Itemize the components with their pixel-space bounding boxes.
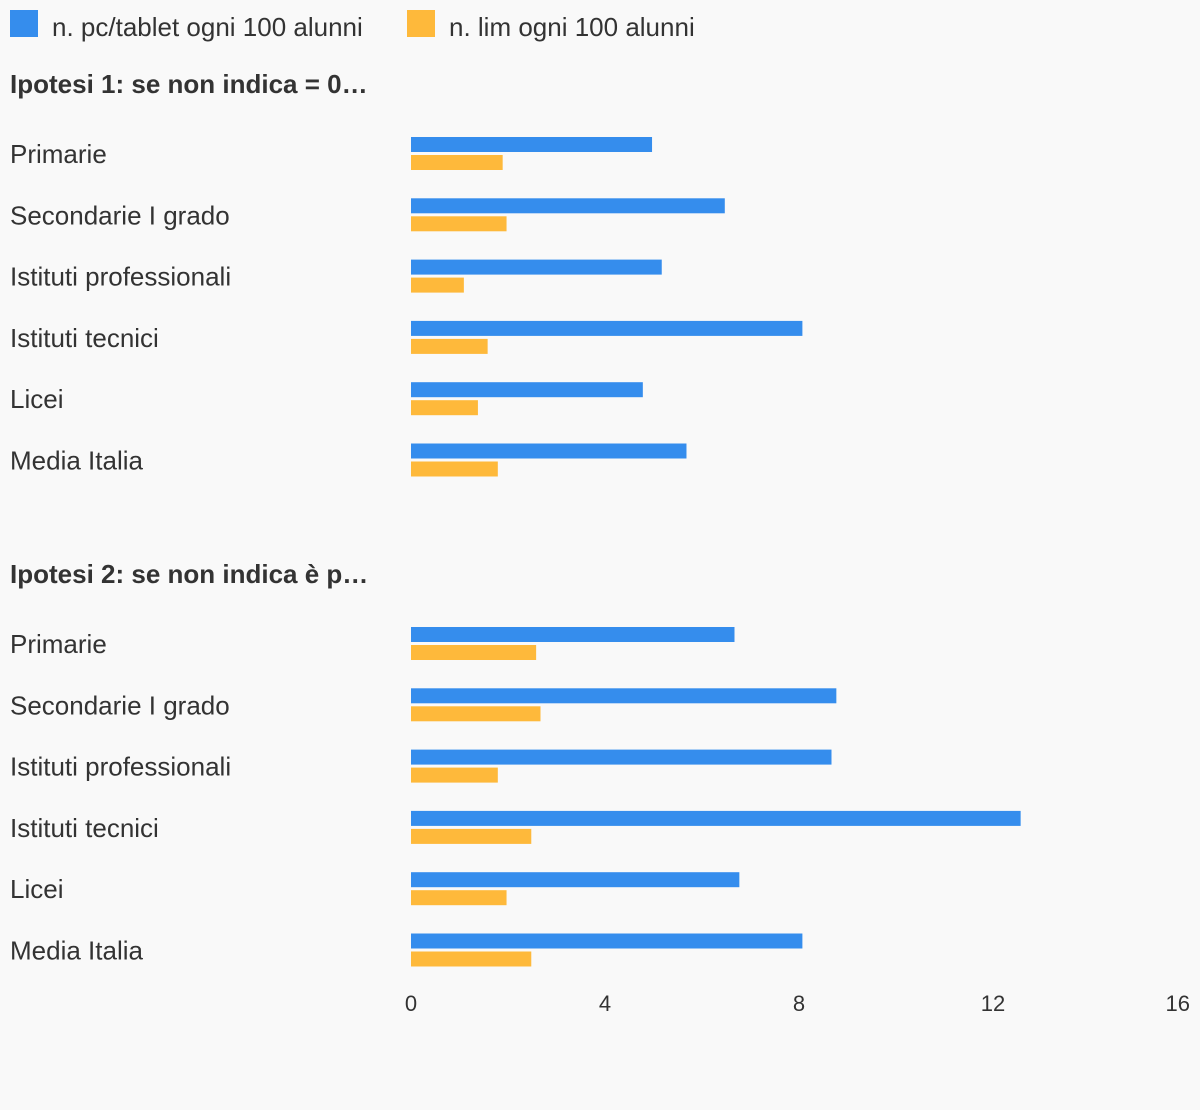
bar-lim[interactable] <box>411 216 507 232</box>
bar-lim[interactable] <box>411 890 507 906</box>
category-label: Istituti tecnici <box>10 813 159 843</box>
category-label: Istituti tecnici <box>10 323 159 353</box>
x-tick-label: 16 <box>1166 991 1190 1016</box>
x-axis: 0 4 8 12 16 <box>405 991 1190 1016</box>
x-tick-label: 0 <box>405 991 417 1016</box>
legend-swatch-lim <box>407 10 435 37</box>
bar-pc-tablet[interactable] <box>411 443 687 459</box>
category-label: Primarie <box>10 139 107 169</box>
category-label: Secondarie I grado <box>10 200 230 230</box>
category-label: Media Italia <box>10 446 143 476</box>
bar-pc-tablet[interactable] <box>411 198 725 214</box>
bar-lim[interactable] <box>411 400 478 416</box>
x-tick-label: 12 <box>981 991 1005 1016</box>
legend-swatch-pc-tablet <box>10 10 38 37</box>
x-tick-label: 4 <box>599 991 611 1016</box>
bar-pc-tablet[interactable] <box>411 627 735 642</box>
legend-label-pc-tablet: n. pc/tablet ogni 100 alunni <box>52 12 363 42</box>
bar-lim[interactable] <box>411 706 541 722</box>
category-label: Primarie <box>10 629 107 659</box>
bar-lim[interactable] <box>411 828 532 844</box>
bar-pc-tablet[interactable] <box>411 933 803 949</box>
bar-lim[interactable] <box>411 338 488 354</box>
legend-label-lim: n. lim ogni 100 alunni <box>449 12 695 42</box>
bar-pc-tablet[interactable] <box>411 382 643 398</box>
legend: n. pc/tablet ogni 100 alunni n. lim ogni… <box>10 10 695 42</box>
bar-pc-tablet[interactable] <box>411 749 832 765</box>
bar-pc-tablet[interactable] <box>411 872 740 888</box>
category-label: Istituti professionali <box>10 752 231 782</box>
category-label: Licei <box>10 874 63 904</box>
bar-lim[interactable] <box>411 461 498 477</box>
category-label: Licei <box>10 384 63 414</box>
group-title-1: Ipotesi 1: se non indica = 0… <box>10 69 368 99</box>
x-tick-label: 8 <box>793 991 805 1016</box>
bar-lim[interactable] <box>411 951 532 967</box>
bar-pc-tablet[interactable] <box>411 688 837 704</box>
bar-pc-tablet[interactable] <box>411 259 662 275</box>
bar-lim[interactable] <box>411 155 503 170</box>
group-title-2: Ipotesi 2: se non indica è p… <box>10 559 368 589</box>
bar-lim[interactable] <box>411 277 464 293</box>
bar-pc-tablet[interactable] <box>411 810 1021 826</box>
bar-lim[interactable] <box>411 767 498 783</box>
bar-pc-tablet[interactable] <box>411 320 803 336</box>
category-label: Secondarie I grado <box>10 690 230 720</box>
plot-area: Ipotesi 1: se non indica = 0… Primarie Sec… <box>10 69 1021 967</box>
bar-pc-tablet[interactable] <box>411 137 653 152</box>
category-label: Istituti professionali <box>10 262 231 292</box>
bar-lim[interactable] <box>411 645 537 660</box>
category-label: Media Italia <box>10 936 143 966</box>
